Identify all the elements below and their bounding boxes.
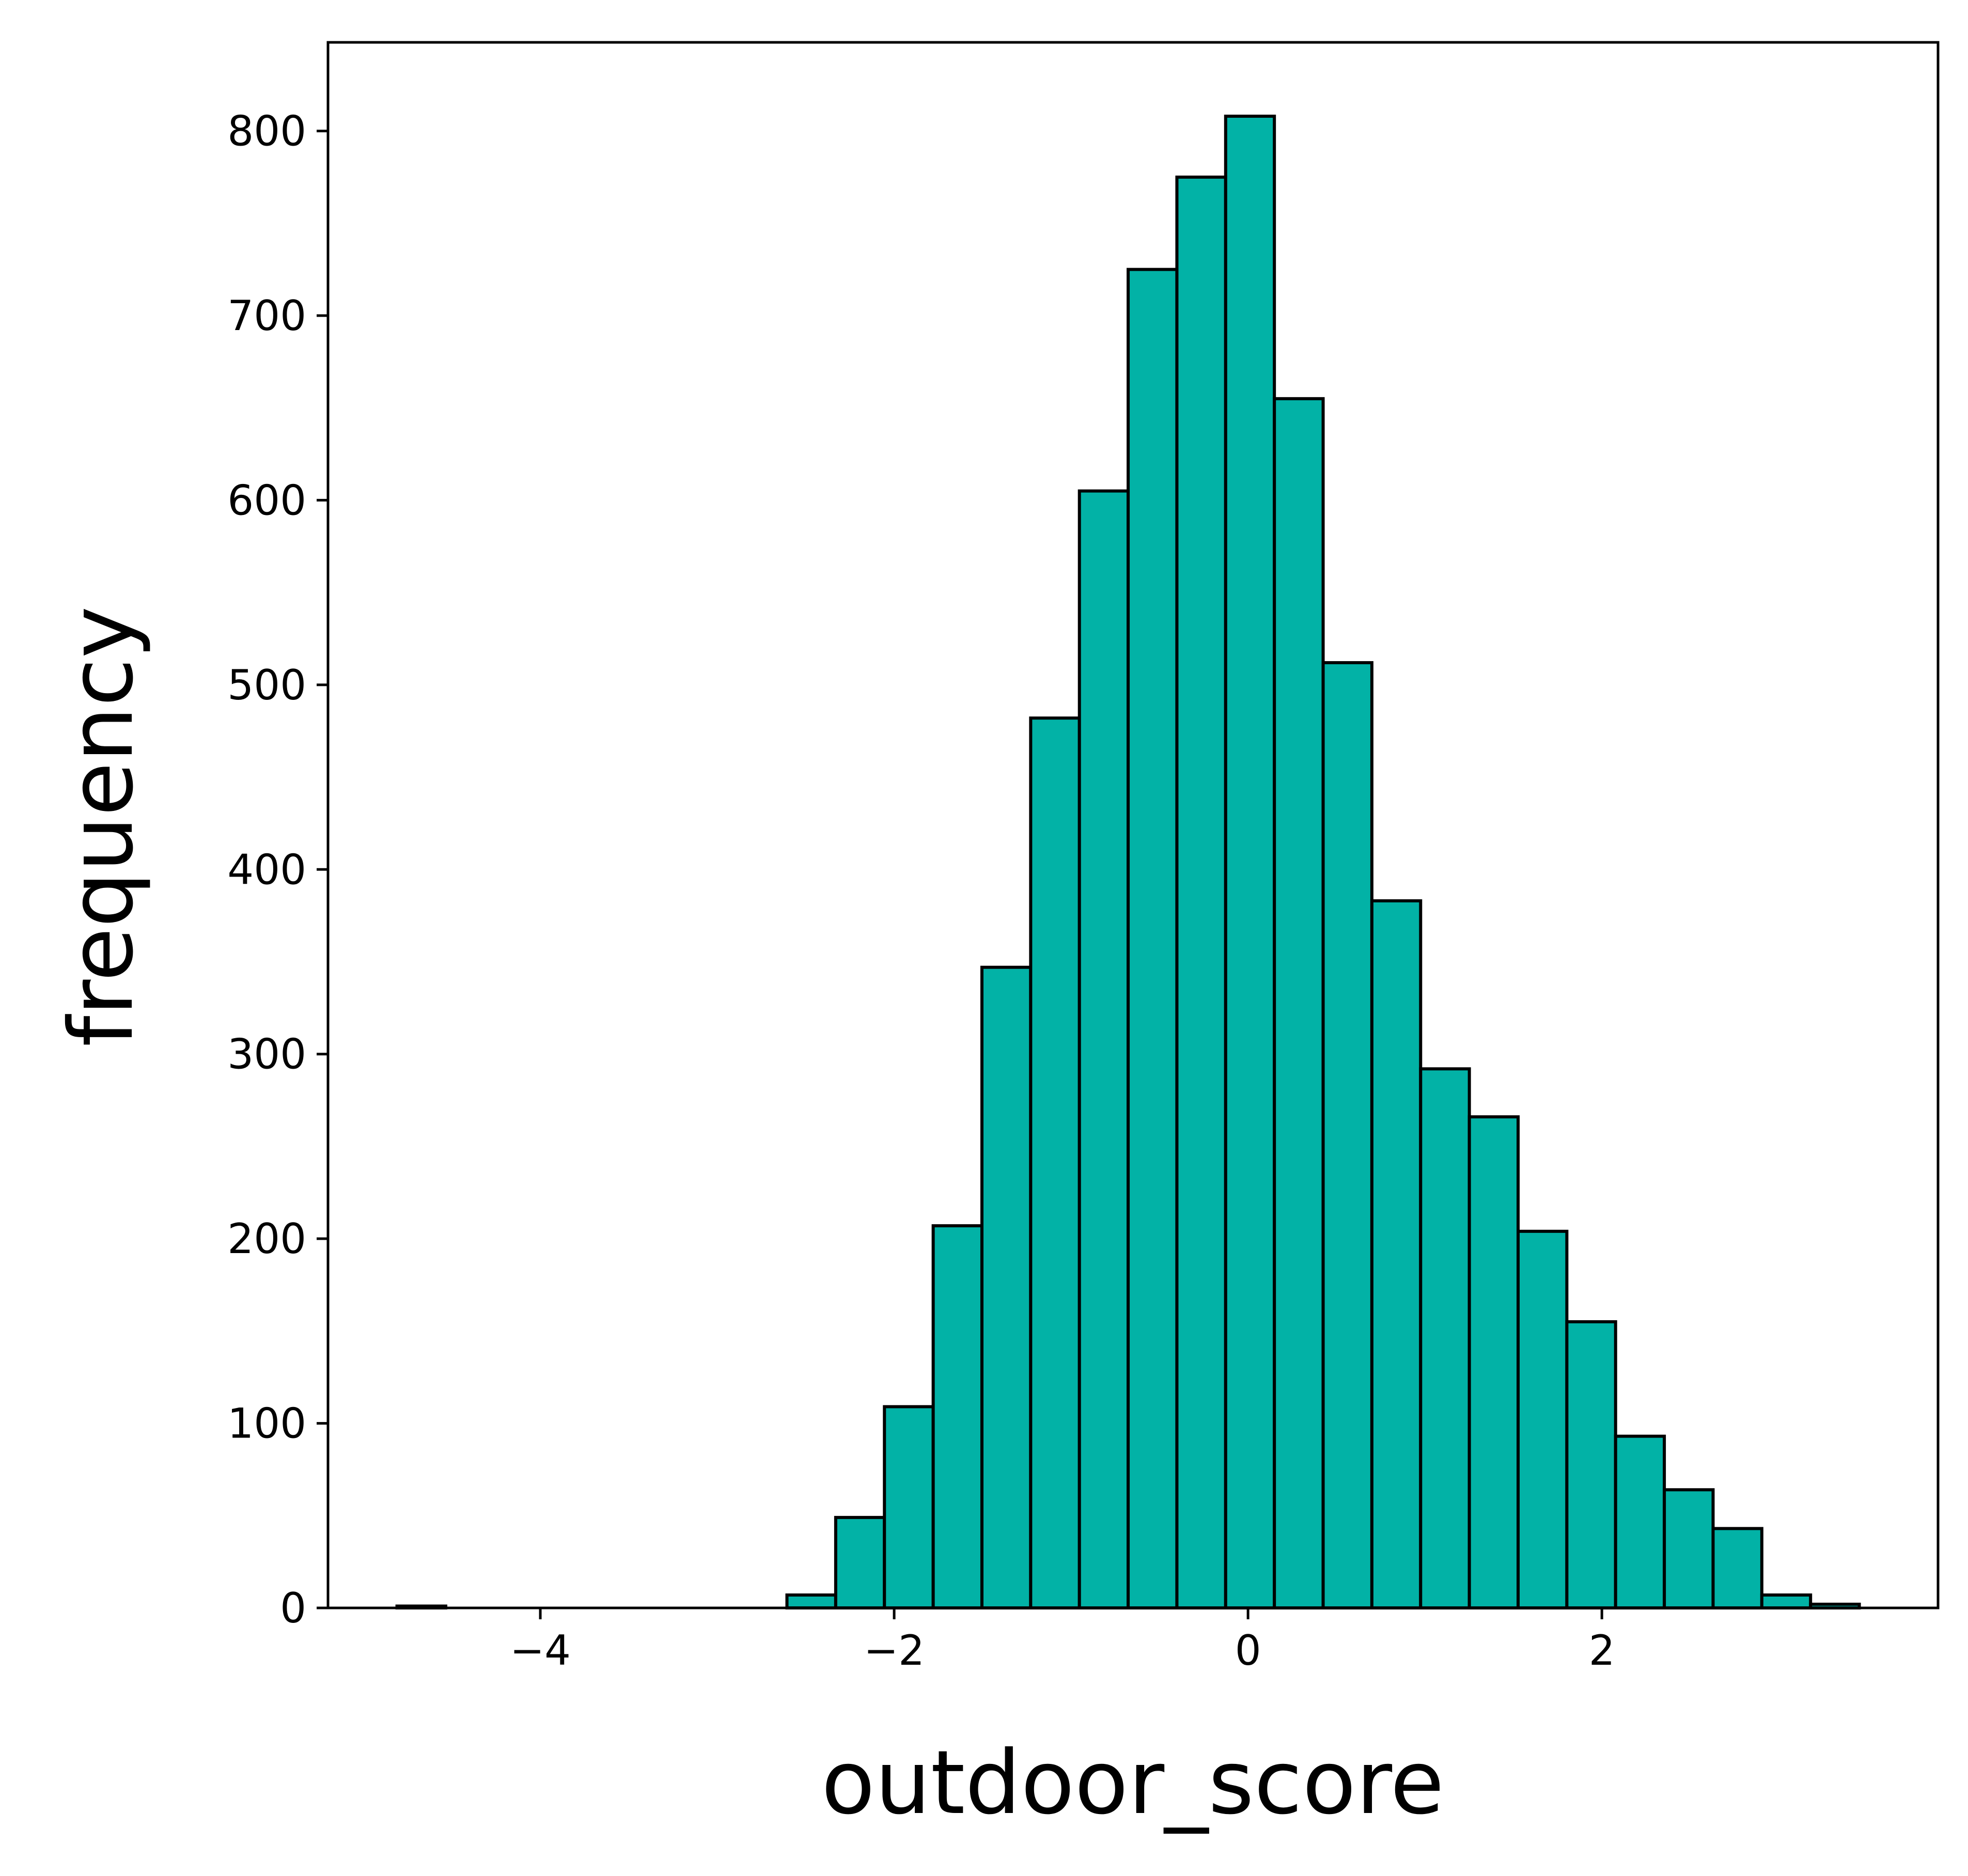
histogram-bar [1419,1067,1471,1609]
y-tick-label: 500 [227,661,306,709]
x-tick-label: −4 [510,1627,571,1675]
x-axis-title: outdoor_score [821,1732,1444,1834]
x-tick-label: 0 [1235,1627,1261,1675]
histogram-bar [1760,1593,1813,1610]
y-tick-label: 800 [227,107,306,155]
histogram-bar [883,1405,935,1609]
y-tick-label: 300 [227,1030,306,1078]
histogram-bar [980,965,1033,1609]
y-tick-label: 400 [227,846,306,894]
histogram-bar [1175,175,1227,1609]
y-tick-label: 100 [227,1400,306,1448]
y-tick-label: 200 [227,1215,306,1263]
y-axis-ticks: 0 100 200 300 400 500 600 700 800 [227,107,328,1632]
y-tick-label: 700 [227,292,306,340]
x-tick-label: −2 [864,1627,925,1675]
histogram-bar [931,1224,983,1610]
histogram-bar [1517,1229,1569,1609]
histogram-bar [1029,716,1081,1609]
histogram-bar [834,1515,886,1609]
x-tick-label: 2 [1589,1627,1615,1675]
histogram-bar [1614,1434,1666,1610]
histogram-bar [1077,489,1130,1610]
histogram-bar [1565,1320,1617,1609]
y-tick-label: 0 [280,1584,306,1632]
histogram-bar [1663,1488,1715,1610]
histogram-bar [1224,114,1276,1610]
histogram-bar [1127,268,1179,1610]
y-axis-title: frequency [51,606,153,1047]
histogram-bar [1273,397,1325,1610]
histogram-bar [1321,661,1373,1609]
plot-frame [326,41,1940,1609]
x-axis-ticks: −4 −2 0 2 [510,1608,1615,1675]
histogram-bar [1711,1527,1763,1609]
y-tick-label: 600 [227,476,306,524]
bars-group [395,114,1861,1610]
histogram-bar [1370,899,1423,1609]
histogram-bar [785,1593,837,1610]
histogram-bar [1467,1115,1520,1610]
